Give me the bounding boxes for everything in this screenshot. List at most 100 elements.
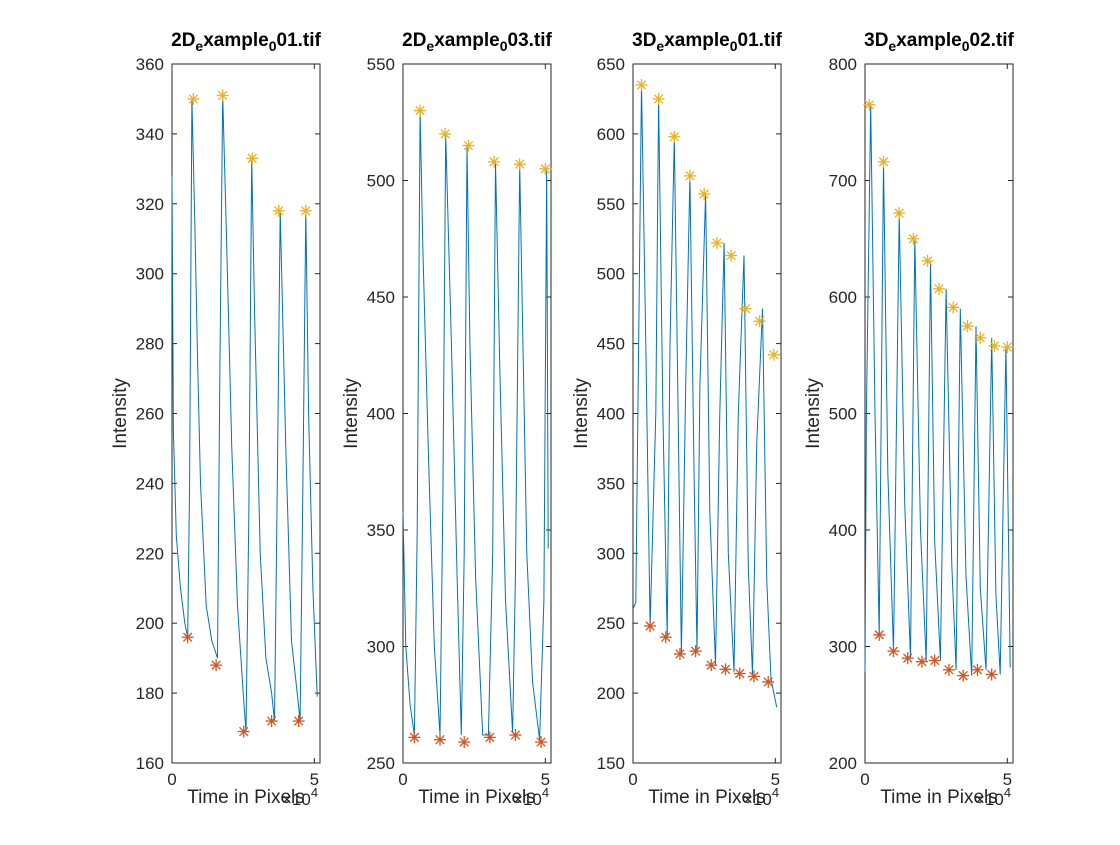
y-tick-label: 650 (597, 55, 625, 74)
x-axis-label: Time in Pixels (418, 787, 536, 808)
min-marker (509, 729, 522, 742)
max-marker (216, 89, 229, 102)
max-marker (767, 348, 780, 361)
y-tick-label: 320 (136, 195, 164, 214)
min-marker (719, 663, 732, 676)
y-tick-label: 300 (597, 544, 625, 563)
x-tick-label: 0 (628, 770, 637, 789)
min-marker (873, 628, 886, 641)
x-exponent-label: ×104 (513, 785, 549, 809)
x-axis-label: Time in Pixels (648, 787, 766, 808)
panel-title: 2Dexample003.tif (402, 30, 552, 54)
min-marker (901, 652, 914, 665)
y-tick-label: 400 (367, 405, 395, 424)
min-marker (887, 645, 900, 658)
x-tick-label: 5 (771, 770, 780, 789)
max-marker (539, 162, 552, 175)
max-marker (187, 92, 200, 105)
max-marker (893, 207, 906, 220)
min-marker (210, 659, 223, 672)
min-marker (957, 669, 970, 682)
min-marker (733, 667, 746, 680)
y-axis-label: Intensity (803, 378, 824, 449)
x-tick-label: 0 (167, 770, 176, 789)
min-marker (915, 655, 928, 668)
y-tick-label: 450 (597, 335, 625, 354)
x-tick-label: 0 (398, 770, 407, 789)
min-marker (942, 663, 955, 676)
max-marker (947, 301, 960, 314)
min-marker (971, 663, 984, 676)
y-tick-label: 350 (367, 521, 395, 540)
axes-box (171, 63, 321, 764)
y-tick-label: 200 (597, 684, 625, 703)
max-marker (652, 92, 665, 105)
y-tick-label: 450 (367, 288, 395, 307)
y-tick-label: 400 (597, 405, 625, 424)
y-tick-label: 600 (829, 288, 857, 307)
y-tick-label: 550 (367, 55, 395, 74)
max-marker (299, 204, 312, 217)
max-marker (462, 139, 475, 152)
y-tick-label: 500 (829, 405, 857, 424)
min-marker (673, 647, 686, 660)
max-marker (933, 282, 945, 295)
y-tick-label: 150 (597, 754, 625, 773)
x-exponent-label: ×104 (282, 785, 318, 809)
max-marker (488, 155, 501, 168)
subplot-4: 200 300 400 500 600 700 800 0 5 3Dexample002.tif I… (803, 30, 1015, 809)
min-marker (644, 619, 657, 632)
max-marker (683, 169, 696, 182)
max-marker (921, 254, 934, 267)
signal-line (402, 110, 549, 740)
y-tick-label: 600 (597, 125, 625, 144)
y-axis-label: Intensity (341, 378, 362, 449)
y-tick-label: 400 (829, 521, 857, 540)
subplot-1: 160 180 200 220 240 260 280 300 320 340 360 0 5 2Dexa… (110, 30, 322, 809)
min-marker (747, 670, 760, 683)
max-marker (710, 236, 723, 249)
max-marker (414, 104, 427, 117)
min-marker (408, 731, 421, 744)
max-marker (439, 127, 452, 140)
y-tick-label: 340 (136, 125, 164, 144)
max-marker (698, 188, 711, 201)
x-tick-label: 5 (541, 770, 550, 789)
min-marker (265, 715, 278, 728)
y-axis-label: Intensity (571, 378, 592, 449)
min-marker (434, 733, 446, 746)
x-tick-label: 0 (860, 770, 869, 789)
max-marker (668, 130, 681, 143)
y-tick-label: 200 (136, 614, 164, 633)
y-tick-label: 180 (136, 684, 164, 703)
max-marker (961, 320, 974, 333)
axes-box (402, 63, 552, 764)
panel-title: 3Dexample001.tif (632, 30, 782, 54)
max-marker (725, 249, 738, 262)
y-tick-label: 550 (597, 195, 625, 214)
y-tick-label: 300 (829, 638, 857, 657)
min-marker (762, 675, 775, 688)
max-marker (877, 155, 890, 168)
max-marker (753, 315, 766, 328)
min-marker (985, 668, 998, 681)
y-tick-label: 280 (136, 335, 164, 354)
x-exponent-label: ×104 (743, 785, 779, 809)
y-tick-label: 300 (136, 265, 164, 284)
y-tick-label: 350 (597, 474, 625, 493)
max-marker (739, 302, 752, 315)
max-marker (513, 158, 526, 171)
y-tick-label: 500 (367, 172, 395, 191)
y-tick-label: 260 (136, 405, 164, 424)
y-tick-label: 700 (829, 172, 857, 191)
y-axis-label: Intensity (110, 378, 131, 449)
min-marker (458, 736, 471, 749)
min-marker (237, 725, 250, 738)
y-tick-label: 160 (136, 754, 164, 773)
axes-box (632, 63, 782, 764)
min-marker (928, 654, 941, 667)
y-tick-label: 360 (136, 55, 164, 74)
signal-line (632, 84, 778, 708)
